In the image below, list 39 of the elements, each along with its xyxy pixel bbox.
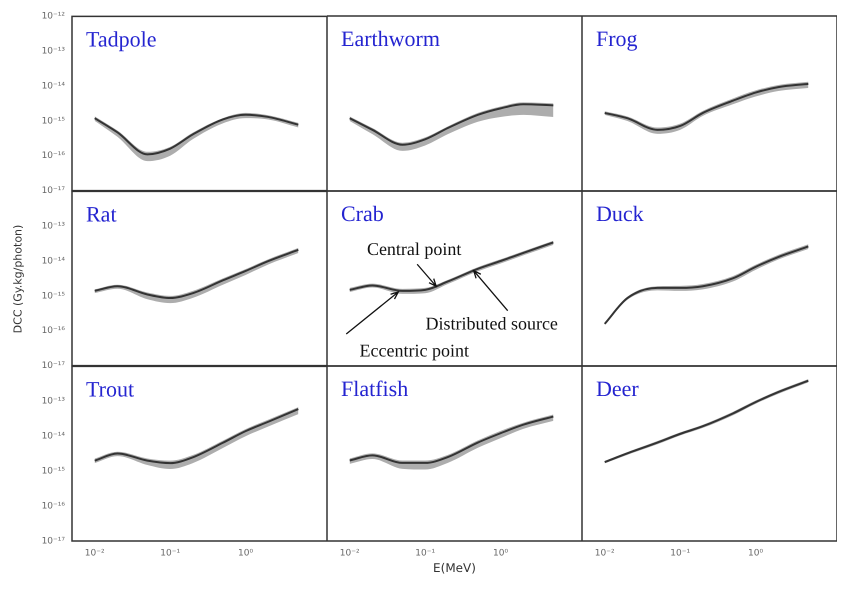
y-tick-label: 10⁻¹³ (42, 396, 66, 407)
x-tick-label: 10⁻¹ (160, 548, 180, 559)
text: Trout (86, 376, 134, 402)
annotation: Eccentric point (360, 340, 469, 361)
x-axis-title: E(MeV) (433, 561, 476, 575)
x-tick-label: 10⁰ (493, 548, 509, 559)
text: Frog (596, 26, 638, 51)
text: Crab (341, 201, 384, 226)
x-tick-label: 10⁻² (84, 548, 106, 559)
y-tick-label: 10⁻¹⁴ (42, 256, 66, 266)
x-tick-label: 10⁻¹ (415, 548, 436, 559)
y-tick-label: 10⁻¹⁵ (42, 116, 66, 126)
text: Earthworm (341, 26, 440, 51)
annotation: Distributed source (425, 313, 558, 334)
y-tick-label: 10⁻¹⁴ (42, 81, 66, 92)
y-tick-label: 10⁻¹⁴ (42, 432, 66, 442)
y-tick-label: 10⁻¹⁷ (42, 536, 66, 546)
y-tick-label: 10⁻¹³ (42, 46, 66, 57)
x-tick-label: 10⁻² (340, 548, 360, 559)
x-tick-label: 10⁰ (748, 548, 764, 559)
text: Deer (596, 376, 640, 401)
text: Duck (596, 201, 644, 226)
text: Flatfish (341, 376, 408, 401)
text: Rat (86, 201, 117, 226)
x-tick-label: 10⁰ (238, 548, 254, 559)
y-tick-label: 10⁻¹⁷ (42, 186, 66, 196)
y-tick-label: 10⁻¹⁷ (42, 360, 66, 371)
y-tick-label: 10⁻¹² (42, 12, 66, 22)
y-tick-label: 10⁻¹⁶ (42, 501, 66, 512)
y-tick-label: 10⁻¹⁶ (42, 326, 66, 336)
text: Tadpole (86, 26, 157, 52)
y-tick-label: 10⁻¹⁵ (42, 466, 66, 477)
y-axis-title: DCC (Gy.kg/photon) (12, 224, 24, 333)
annotation: Central point (366, 238, 462, 259)
y-tick-label: 10⁻¹⁶ (42, 151, 66, 162)
y-tick-label: 10⁻¹⁵ (42, 291, 66, 302)
x-tick-label: 10⁻¹ (670, 548, 690, 559)
y-tick-label: 10⁻¹³ (42, 222, 66, 232)
x-tick-label: 10⁻² (594, 548, 616, 559)
